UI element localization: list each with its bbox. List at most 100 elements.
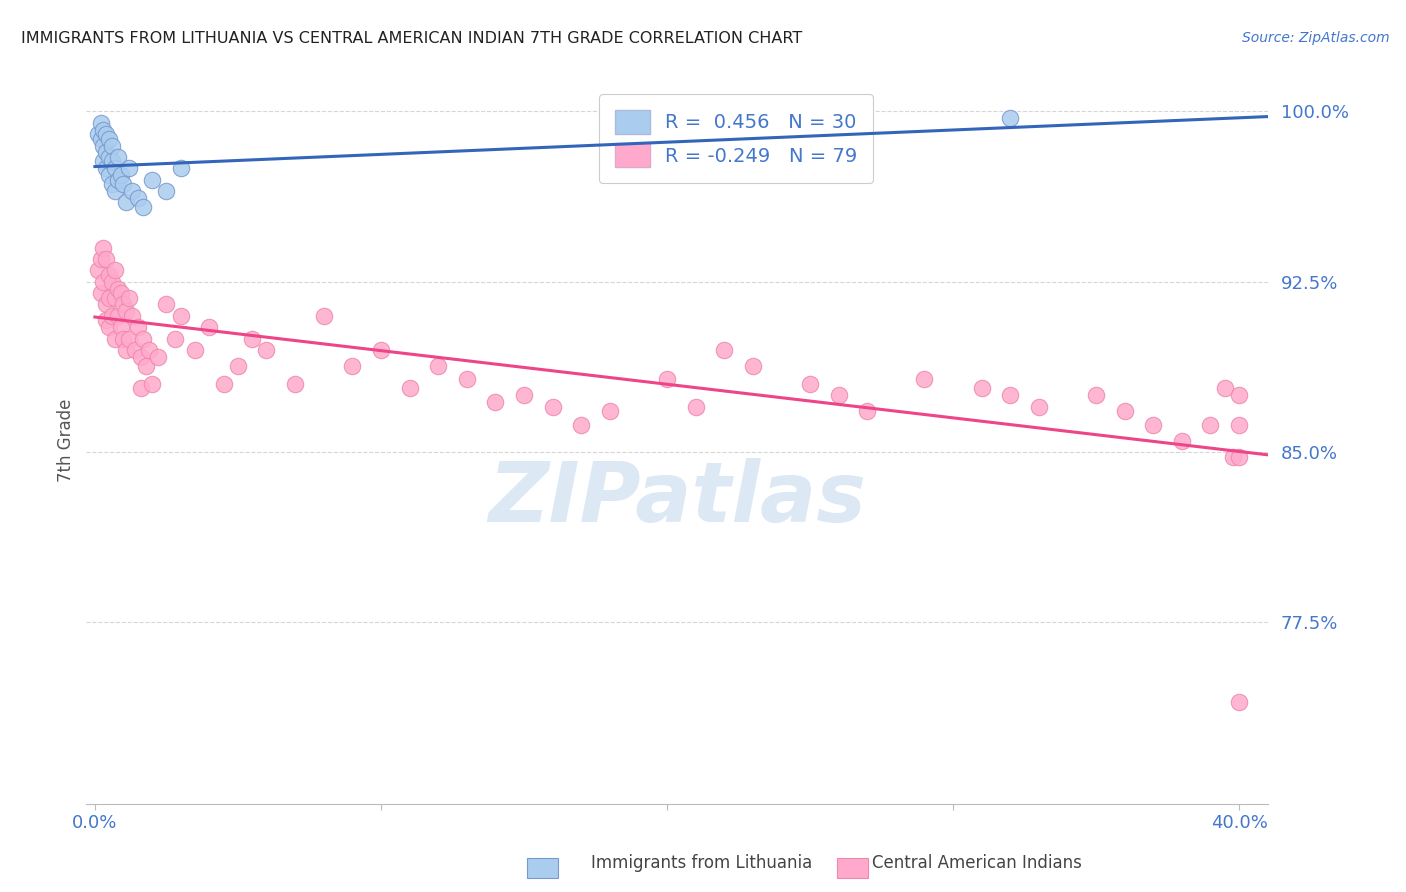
Point: [970, 382, 993, 396]
Point: [121, 309, 143, 323]
Point: [155, 184, 177, 198]
Point: [121, 184, 143, 198]
Point: [226, 359, 249, 373]
Point: [110, 286, 132, 301]
Point: [1227, 695, 1250, 709]
Point: [1199, 417, 1222, 432]
Point: [115, 195, 138, 210]
Point: [342, 359, 364, 373]
Point: [132, 332, 155, 346]
Point: [513, 388, 536, 402]
Point: [93, 275, 115, 289]
Point: [184, 343, 207, 357]
Point: [112, 297, 135, 311]
Point: [96, 127, 118, 141]
Point: [398, 382, 420, 396]
Point: [93, 241, 115, 255]
Point: [90, 132, 112, 146]
Point: [1085, 388, 1108, 402]
Point: [1142, 417, 1164, 432]
Point: [1227, 450, 1250, 464]
Point: [998, 112, 1021, 126]
Text: Central American Indians: Central American Indians: [872, 855, 1081, 872]
Point: [107, 309, 129, 323]
Point: [96, 313, 118, 327]
Point: [104, 291, 127, 305]
Point: [98, 150, 121, 164]
Point: [912, 372, 935, 386]
Point: [93, 154, 115, 169]
Point: [198, 320, 221, 334]
Point: [98, 320, 121, 334]
Point: [115, 304, 138, 318]
Point: [456, 372, 478, 386]
Point: [541, 400, 564, 414]
Text: IMMIGRANTS FROM LITHUANIA VS CENTRAL AMERICAN INDIAN 7TH GRADE CORRELATION CHART: IMMIGRANTS FROM LITHUANIA VS CENTRAL AME…: [21, 31, 803, 46]
Point: [599, 404, 621, 418]
Point: [569, 417, 592, 432]
Point: [101, 309, 124, 323]
Point: [1028, 400, 1050, 414]
Point: [118, 332, 141, 346]
Point: [115, 343, 138, 357]
Point: [484, 395, 506, 409]
Point: [110, 168, 132, 182]
Point: [141, 376, 163, 391]
Point: [98, 132, 121, 146]
Point: [107, 172, 129, 186]
Point: [1171, 434, 1194, 448]
Point: [685, 400, 707, 414]
Point: [135, 359, 157, 373]
Point: [312, 309, 335, 323]
Point: [98, 268, 121, 282]
Point: [118, 291, 141, 305]
Point: [104, 161, 127, 176]
Point: [256, 343, 278, 357]
Point: [101, 177, 124, 191]
Point: [101, 275, 124, 289]
Legend: R =  0.456   N = 30, R = -0.249   N = 79: R = 0.456 N = 30, R = -0.249 N = 79: [599, 95, 873, 183]
Point: [101, 138, 124, 153]
Point: [741, 359, 763, 373]
Point: [141, 172, 163, 186]
Point: [129, 350, 152, 364]
Point: [96, 161, 118, 176]
Point: [163, 332, 186, 346]
Point: [799, 376, 821, 391]
Point: [1227, 417, 1250, 432]
Point: [96, 252, 118, 266]
Point: [90, 286, 112, 301]
Point: [98, 168, 121, 182]
Point: [1222, 450, 1244, 464]
Point: [98, 291, 121, 305]
Point: [1213, 382, 1236, 396]
Point: [655, 372, 678, 386]
Point: [107, 150, 129, 164]
Point: [240, 332, 263, 346]
Point: [107, 282, 129, 296]
Point: [146, 350, 169, 364]
Point: [93, 138, 115, 153]
Point: [129, 382, 152, 396]
Point: [101, 154, 124, 169]
Point: [170, 309, 193, 323]
Y-axis label: 7th Grade: 7th Grade: [58, 399, 75, 483]
Point: [856, 404, 879, 418]
Point: [1227, 388, 1250, 402]
Point: [427, 359, 450, 373]
Point: [170, 161, 193, 176]
Point: [124, 343, 146, 357]
Point: [127, 320, 149, 334]
Point: [132, 200, 155, 214]
Point: [90, 252, 112, 266]
Point: [110, 320, 132, 334]
Point: [87, 127, 110, 141]
Point: [104, 184, 127, 198]
Point: [713, 343, 735, 357]
Point: [118, 161, 141, 176]
Point: [284, 376, 307, 391]
Point: [212, 376, 235, 391]
Point: [998, 388, 1021, 402]
Point: [96, 297, 118, 311]
Point: [112, 332, 135, 346]
